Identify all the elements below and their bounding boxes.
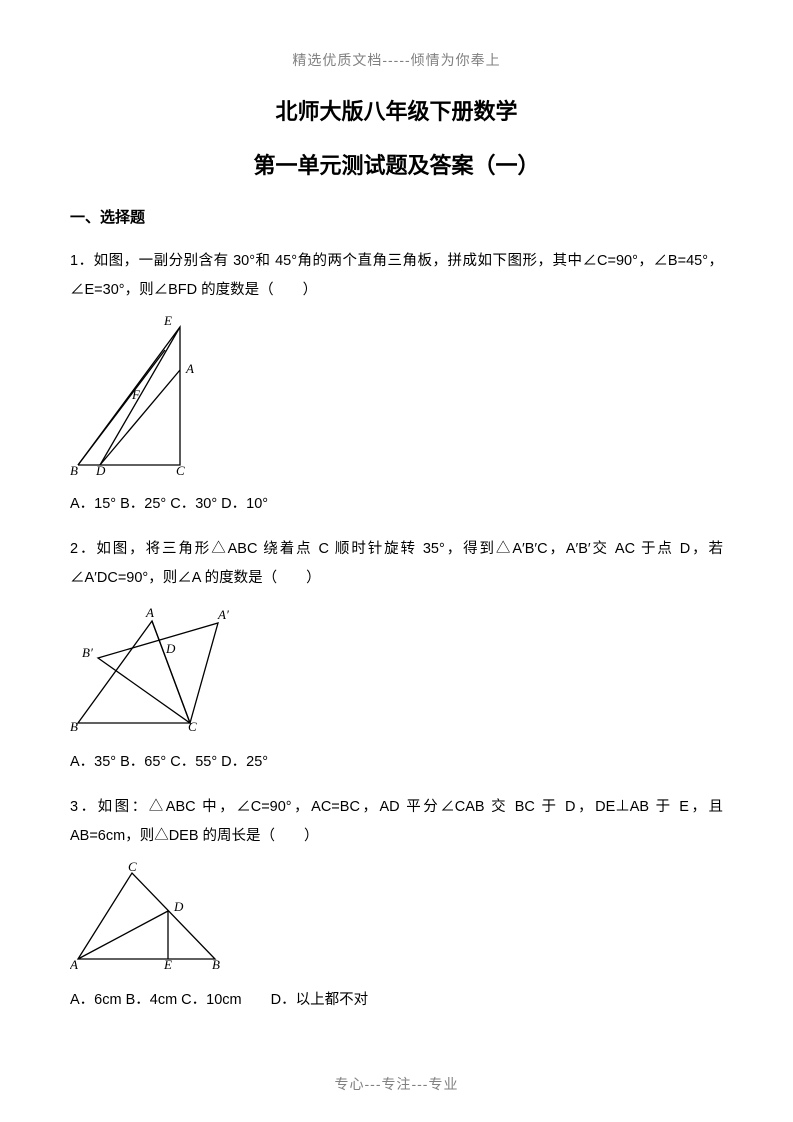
q3-label-C: C [128, 861, 137, 874]
q1-label-E: E [163, 315, 172, 328]
q2-svg: A A′ B′ D B C [70, 603, 260, 733]
question-2-figure: A A′ B′ D B C [70, 603, 723, 738]
q2-label-C: C [188, 719, 197, 733]
q3-label-B: B [212, 957, 220, 971]
q3-label-D: D [173, 899, 184, 914]
section-heading-1: 一、选择题 [70, 206, 723, 227]
q1-label-A: A [185, 361, 194, 376]
q2-label-Bp: B′ [82, 645, 93, 660]
question-2-choices: A．35° B．65° C．55° D．25° [70, 750, 723, 771]
q2-label-B: B [70, 719, 78, 733]
q1-label-C: C [176, 463, 185, 475]
page: 精选优质文档-----倾情为你奉上 北师大版八年级下册数学 第一单元测试题及答案… [0, 0, 793, 1122]
q3-label-A: A [70, 957, 78, 971]
header-note: 精选优质文档-----倾情为你奉上 [70, 50, 723, 70]
q1-label-D: D [95, 463, 106, 475]
title-subtitle: 第一单元测试题及答案（一） [70, 148, 723, 180]
footer-note: 专心---专注---专业 [0, 1074, 793, 1094]
question-1-text: 1．如图，一副分别含有 30°和 45°角的两个直角三角板，拼成如下图形，其中∠… [70, 247, 723, 305]
q2-label-A: A [145, 605, 154, 620]
question-1-choices: A．15° B．25° C．30° D．10° [70, 492, 723, 513]
q1-svg: E A F B D C [70, 315, 200, 475]
question-3-text: 3．如图：△ABC 中，∠C=90°，AC=BC，AD 平分∠CAB 交 BC … [70, 793, 723, 851]
q1-label-B: B [70, 463, 78, 475]
question-2-text: 2．如图，将三角形△ABC 绕着点 C 顺时针旋转 35°，得到△A′B′C，A… [70, 535, 723, 593]
question-3-choices: A．6cm B．4cm C．10cm D．以上都不对 [70, 988, 723, 1009]
q2-label-Ap: A′ [217, 607, 229, 622]
q2-label-D: D [165, 641, 176, 656]
q3-label-E: E [163, 957, 172, 971]
q3-svg: C D A E B [70, 861, 240, 971]
question-3-figure: C D A E B [70, 861, 723, 976]
question-1-figure: E A F B D C [70, 315, 723, 480]
title-main: 北师大版八年级下册数学 [70, 94, 723, 126]
q1-label-F: F [131, 387, 141, 402]
